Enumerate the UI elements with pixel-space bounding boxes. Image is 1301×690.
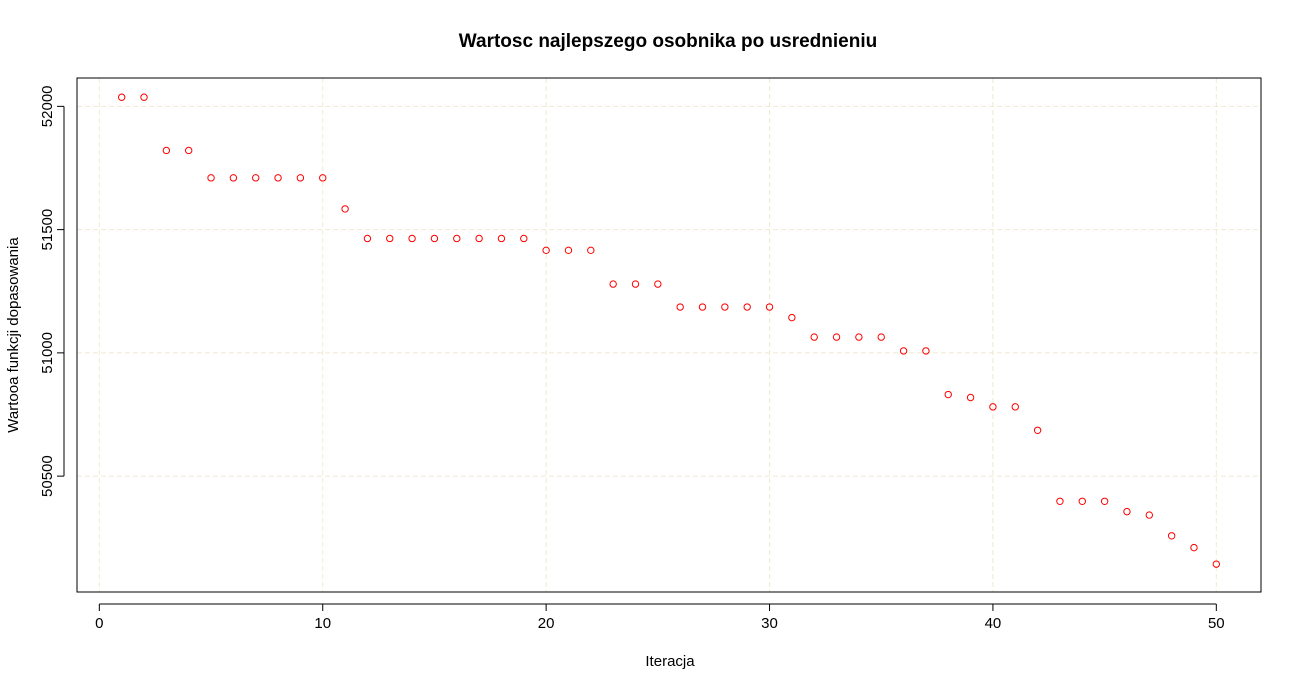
data-point <box>944 390 952 399</box>
data-point <box>877 333 885 341</box>
x-tick-label: 10 <box>314 615 331 632</box>
data-point <box>1212 560 1221 568</box>
data-point <box>631 280 640 288</box>
data-point <box>341 205 349 213</box>
data-point <box>832 333 841 341</box>
data-point <box>564 246 573 255</box>
y-tick-label: 51000 <box>39 332 56 374</box>
data-point <box>274 174 282 182</box>
data-point <box>296 174 305 182</box>
data-point <box>698 303 707 311</box>
data-point <box>520 234 528 243</box>
data-point <box>1167 532 1176 540</box>
x-axis: 0 10 20 30 40 50 <box>95 603 1225 632</box>
data-point <box>1033 426 1042 434</box>
data-point <box>363 234 372 243</box>
data-point <box>1145 511 1154 519</box>
data-point <box>386 234 394 243</box>
data-point <box>1078 497 1086 505</box>
x-tick-label: 0 <box>95 615 103 632</box>
data-point <box>989 403 997 411</box>
data-point <box>899 347 908 355</box>
data-point <box>453 234 461 243</box>
data-point <box>1056 497 1064 505</box>
data-point <box>229 174 238 182</box>
data-point <box>855 333 863 341</box>
data-point <box>922 347 930 355</box>
x-tick-label: 30 <box>761 615 778 632</box>
data-point <box>1190 543 1198 552</box>
data-point <box>117 93 126 101</box>
data-point <box>430 234 439 243</box>
grid-lines <box>77 78 1261 592</box>
x-tick-label: 20 <box>538 615 555 632</box>
x-tick-label: 50 <box>1208 615 1225 632</box>
y-tick-label: 51500 <box>39 209 56 251</box>
data-point <box>184 146 193 155</box>
y-axis-label: Wartooa funkcji dopasowania <box>5 237 22 433</box>
data-point <box>252 174 260 182</box>
data-point <box>162 146 171 155</box>
chart-title: Wartosc najlepszego osobnika po usrednie… <box>459 31 877 52</box>
data-point <box>1100 497 1109 505</box>
data-point <box>743 303 751 311</box>
data-point <box>676 303 684 311</box>
y-axis: 50500 51000 51500 52000 <box>39 85 65 497</box>
data-point <box>654 280 662 288</box>
data-point <box>207 174 215 182</box>
y-tick-label: 50500 <box>39 455 56 497</box>
data-point <box>542 246 550 255</box>
y-tick-label: 52000 <box>39 85 56 127</box>
plot-frame <box>76 77 1262 593</box>
data-point <box>810 333 818 341</box>
data-point <box>1123 507 1131 516</box>
data-point <box>765 303 774 311</box>
data-point <box>609 280 617 288</box>
data-point <box>788 313 796 322</box>
data-point <box>966 393 975 402</box>
data-point <box>1011 403 1019 411</box>
data-point <box>319 174 327 182</box>
x-tick-label: 40 <box>985 615 1002 632</box>
data-point <box>475 234 483 243</box>
x-axis-label: Iteracja <box>645 653 695 670</box>
data-point <box>721 303 729 311</box>
data-point <box>140 93 148 101</box>
data-points <box>117 93 1221 568</box>
data-point <box>587 246 595 255</box>
data-point <box>408 234 416 243</box>
data-point <box>497 234 506 243</box>
